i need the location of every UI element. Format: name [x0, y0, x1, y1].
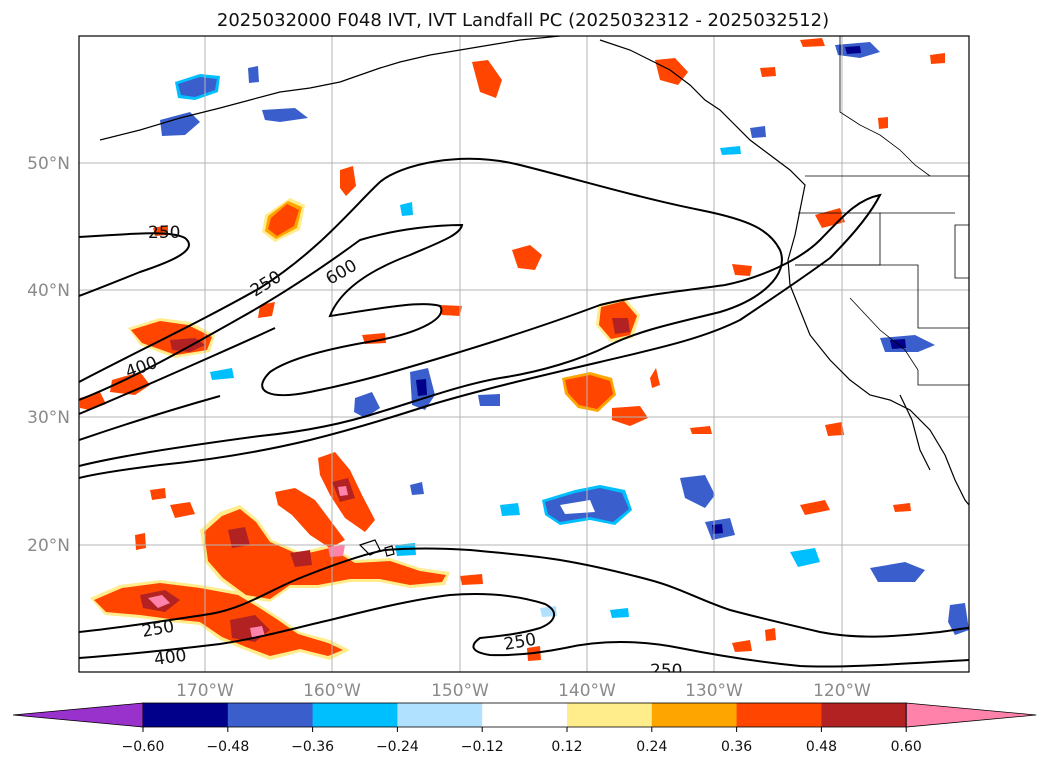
lon-labels: 170°W 160°W 150°W 140°W 130°W 120°W — [176, 681, 871, 701]
map-title: 2025032000 F048 IVT, IVT Landfall PC (20… — [217, 10, 829, 31]
lon-label-140w: 140°W — [558, 681, 616, 701]
colorbar-tick-label: 0.48 — [806, 739, 837, 755]
colorbar-ticks: −0.60 −0.48 −0.36 −0.24 −0.12 0.12 0.24 0.36 0.4… — [122, 727, 922, 755]
map-panel: 250 250 600 400 250 400 250 250 50°N 40°… — [27, 35, 970, 701]
map-frame — [78, 35, 970, 673]
colorbar-segment — [143, 703, 229, 727]
coastlines — [99, 36, 969, 557]
colorbar-segment — [397, 703, 483, 727]
contour-label-250-nw: 250 — [148, 223, 180, 243]
lon-label-170w: 170°W — [176, 681, 234, 701]
colorbar-extend-low — [12, 702, 144, 728]
map-background — [79, 36, 969, 672]
colorbar-segment — [482, 703, 568, 727]
colorbar-segment — [312, 703, 398, 727]
lon-label-120w: 120°W — [813, 681, 871, 701]
colorbar-segment — [736, 703, 822, 727]
colorbar-tick-label: 0.36 — [721, 739, 752, 755]
state-borders — [795, 36, 969, 386]
colorbar-tick-label: 0.60 — [891, 739, 922, 755]
colorbar-tick-label: 0.24 — [636, 739, 667, 755]
colorbar-tick-label: −0.60 — [122, 739, 165, 755]
lat-label-30n: 30°N — [27, 408, 70, 428]
ivt-landfall-pc-fill — [80, 38, 969, 661]
ivt-contours — [79, 157, 969, 668]
lat-label-40n: 40°N — [27, 281, 70, 301]
lon-label-150w: 150°W — [431, 681, 489, 701]
colorbar-tick-label: −0.12 — [461, 739, 504, 755]
colorbar-tick-label: 0.12 — [551, 739, 582, 755]
colorbar-segments — [12, 702, 1037, 728]
positive-pc-blobs — [80, 38, 945, 661]
lon-label-130w: 130°W — [685, 681, 743, 701]
colorbar-segment — [651, 703, 738, 727]
lat-label-20n: 20°N — [27, 536, 70, 556]
colorbar-tick-label: −0.48 — [206, 739, 249, 755]
colorbar-segment — [821, 703, 907, 727]
colorbar-frame — [142, 702, 907, 728]
contour-label-250-se: 250 — [650, 661, 682, 681]
lat-label-50n: 50°N — [27, 154, 70, 174]
colorbar-tick-label: −0.36 — [291, 739, 334, 755]
colorbar-segment — [227, 703, 314, 727]
colorbar-segment — [567, 703, 653, 727]
contour-label-400-sw: 400 — [153, 646, 188, 670]
colorbar-extend-high — [905, 702, 1037, 728]
lat-labels: 50°N 40°N 30°N 20°N — [27, 154, 70, 556]
colorbar-tick-label: −0.24 — [376, 739, 419, 755]
lon-label-160w: 160°W — [303, 681, 361, 701]
colorbar: −0.60 −0.48 −0.36 −0.24 −0.12 0.12 0.24 0.36 0.4… — [12, 702, 1037, 755]
